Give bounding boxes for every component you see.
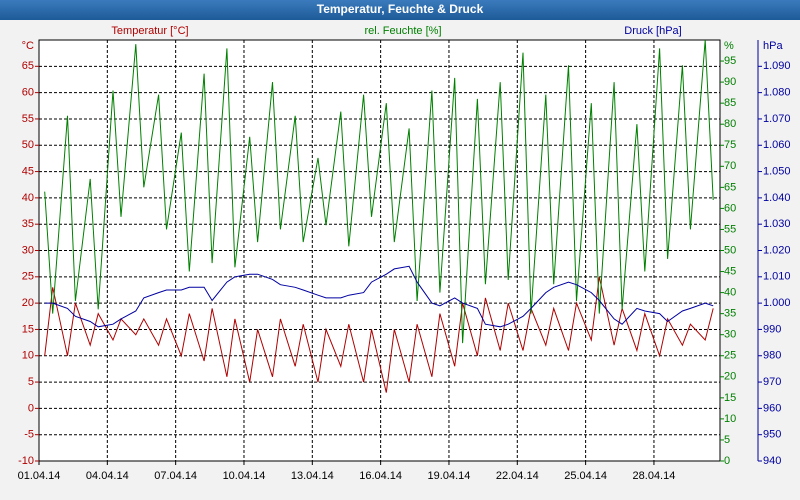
y3-tick-label: 1.030 (763, 218, 791, 230)
y-tick-label: 45 (22, 165, 34, 177)
y2-tick-label: 70 (724, 160, 736, 172)
y3-tick-label: 1.080 (763, 87, 791, 99)
y2-tick-label: 5 (724, 434, 730, 446)
x-tick-label: 25.04.14 (564, 470, 607, 482)
y-axis-label: Temperatur [°C] (111, 25, 188, 37)
y3-tick-label: 1.050 (763, 165, 791, 177)
y3-tick-label: 970 (763, 376, 781, 388)
y2-tick-label: 75 (724, 139, 736, 151)
y-tick-label: 25 (22, 271, 34, 283)
y-tick-label: 20 (22, 297, 34, 309)
y3-tick-label: 1.090 (763, 60, 791, 72)
y2-tick-label: 35 (724, 308, 736, 320)
series-line (44, 276, 714, 393)
y2-tick-label: 65 (724, 181, 736, 193)
y2-tick-label: 55 (724, 223, 736, 235)
y3-axis-label: Druck [hPa] (624, 25, 681, 37)
y2-tick-label: 15 (724, 392, 736, 404)
x-tick-label: 01.04.14 (18, 470, 61, 482)
y3-tick-label: 1.000 (763, 297, 791, 309)
y-tick-label: 5 (28, 376, 34, 388)
y-tick-label: 60 (22, 87, 34, 99)
y2-tick-label: 90 (724, 76, 736, 88)
y-tick-label: 15 (22, 323, 34, 335)
y2-tick-label: 10 (724, 413, 736, 425)
x-tick-label: 22.04.14 (496, 470, 539, 482)
series-line (44, 265, 714, 328)
y3-tick-label: 960 (763, 402, 781, 414)
y3-tick-label: 980 (763, 350, 781, 362)
y-tick-label: 65 (22, 60, 34, 72)
y2-axis-label: rel. Feuchte [%] (364, 25, 441, 37)
y-unit: °C (22, 40, 34, 52)
x-tick-label: 13.04.14 (291, 470, 334, 482)
y3-tick-label: 1.070 (763, 113, 791, 125)
title-bar (0, 0, 800, 20)
y-tick-label: 40 (22, 192, 34, 204)
y-tick-label: -10 (18, 455, 34, 467)
y3-tick-label: 1.060 (763, 139, 791, 151)
x-tick-label: 19.04.14 (428, 470, 471, 482)
y3-tick-label: 990 (763, 323, 781, 335)
y2-tick-label: 40 (724, 287, 736, 299)
series-line (44, 39, 714, 344)
chart-title: Temperatur, Feuchte & Druck (317, 2, 484, 16)
y2-tick-label: 60 (724, 202, 736, 214)
x-tick-label: 28.04.14 (633, 470, 676, 482)
x-tick-label: 16.04.14 (359, 470, 402, 482)
x-tick-label: 04.04.14 (86, 470, 129, 482)
y-tick-label: 35 (22, 218, 34, 230)
y-tick-label: 0 (28, 402, 34, 414)
y-tick-label: 10 (22, 350, 34, 362)
y3-tick-label: 1.010 (763, 271, 791, 283)
x-tick-label: 10.04.14 (223, 470, 266, 482)
y-tick-label: 55 (22, 113, 34, 125)
y2-unit: % (724, 40, 734, 52)
y-tick-label: -5 (24, 429, 34, 441)
y3-unit: hPa (763, 40, 783, 52)
y2-tick-label: 50 (724, 244, 736, 256)
y3-tick-label: 1.020 (763, 244, 791, 256)
y2-tick-label: 30 (724, 329, 736, 341)
y2-tick-label: 95 (724, 55, 736, 67)
y2-tick-label: 0 (724, 455, 730, 467)
y2-tick-label: 20 (724, 371, 736, 383)
y2-tick-label: 85 (724, 97, 736, 109)
y-tick-label: 50 (22, 139, 34, 151)
y2-tick-label: 25 (724, 350, 736, 362)
y2-tick-label: 45 (724, 265, 736, 277)
y3-tick-label: 950 (763, 429, 781, 441)
x-tick-label: 07.04.14 (154, 470, 197, 482)
y2-tick-label: 80 (724, 118, 736, 130)
y3-tick-label: 1.040 (763, 192, 791, 204)
y3-tick-label: 940 (763, 455, 781, 467)
y-tick-label: 30 (22, 244, 34, 256)
